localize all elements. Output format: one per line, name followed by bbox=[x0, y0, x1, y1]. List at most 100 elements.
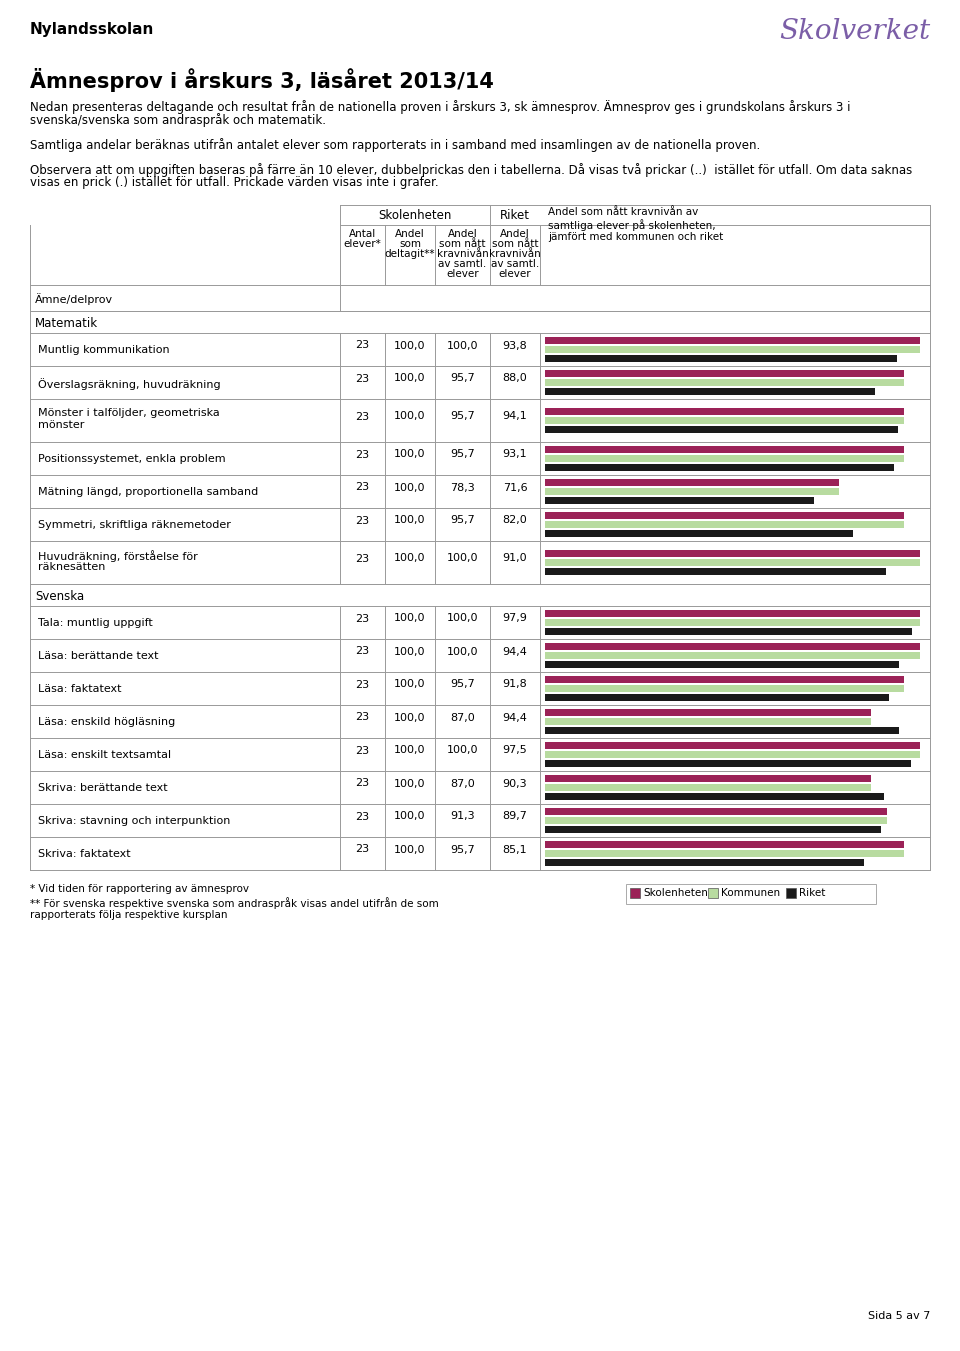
Bar bbox=[545, 628, 912, 635]
Text: 95,7: 95,7 bbox=[450, 373, 475, 384]
Text: 23: 23 bbox=[355, 712, 370, 723]
Bar bbox=[545, 355, 897, 362]
Text: 78,3: 78,3 bbox=[450, 482, 475, 493]
Bar bbox=[545, 761, 911, 767]
Bar bbox=[545, 661, 899, 667]
Text: 23: 23 bbox=[355, 516, 370, 526]
Text: Överslagsräkning, huvudräkning: Överslagsräkning, huvudräkning bbox=[38, 378, 221, 390]
Text: Tala: muntlig uppgift: Tala: muntlig uppgift bbox=[38, 617, 153, 628]
Text: 23: 23 bbox=[355, 647, 370, 657]
Text: Läsa: enskild högläsning: Läsa: enskild högläsning bbox=[38, 717, 176, 727]
Text: 95,7: 95,7 bbox=[450, 680, 475, 689]
Text: 90,3: 90,3 bbox=[503, 778, 527, 789]
Text: som: som bbox=[399, 239, 421, 249]
Bar bbox=[545, 417, 904, 424]
Text: Muntlig kommunikation: Muntlig kommunikation bbox=[38, 345, 170, 355]
Bar bbox=[545, 521, 904, 528]
Bar bbox=[545, 694, 889, 701]
Text: Symmetri, skriftliga räknemetoder: Symmetri, skriftliga räknemetoder bbox=[38, 520, 230, 530]
Text: 95,7: 95,7 bbox=[450, 516, 475, 526]
Text: 91,8: 91,8 bbox=[503, 680, 527, 689]
Text: 97,5: 97,5 bbox=[503, 746, 527, 755]
Text: 100,0: 100,0 bbox=[395, 647, 425, 657]
Text: 23: 23 bbox=[355, 450, 370, 459]
Text: 23: 23 bbox=[355, 844, 370, 854]
Text: Skriva: berättande text: Skriva: berättande text bbox=[38, 784, 168, 793]
Text: 100,0: 100,0 bbox=[446, 746, 478, 755]
Text: 93,1: 93,1 bbox=[503, 450, 527, 459]
Text: Skriva: faktatext: Skriva: faktatext bbox=[38, 848, 131, 859]
Text: 100,0: 100,0 bbox=[395, 340, 425, 350]
Text: Skolenheten: Skolenheten bbox=[378, 209, 452, 222]
Text: 95,7: 95,7 bbox=[450, 844, 475, 854]
Bar bbox=[545, 817, 887, 824]
Text: Riket: Riket bbox=[799, 888, 826, 898]
Bar bbox=[545, 463, 894, 471]
Text: som nått: som nått bbox=[440, 239, 486, 249]
Bar bbox=[626, 884, 876, 904]
Bar bbox=[545, 784, 872, 790]
Text: Samtliga andelar beräknas utifrån antalet elever som rapporterats in i samband m: Samtliga andelar beräknas utifrån antale… bbox=[30, 138, 760, 151]
Text: deltagit**: deltagit** bbox=[385, 249, 435, 259]
Text: 91,0: 91,0 bbox=[503, 554, 527, 563]
Bar bbox=[545, 370, 904, 377]
Bar bbox=[545, 497, 813, 504]
Text: 100,0: 100,0 bbox=[395, 412, 425, 422]
Bar bbox=[545, 388, 875, 394]
Text: 23: 23 bbox=[355, 680, 370, 689]
Text: 23: 23 bbox=[355, 482, 370, 493]
Bar bbox=[545, 685, 904, 692]
Bar bbox=[545, 808, 887, 815]
Bar bbox=[545, 530, 852, 536]
Text: Ämnesprov i årskurs 3, läsåret 2013/14: Ämnesprov i årskurs 3, läsåret 2013/14 bbox=[30, 68, 493, 92]
Text: 100,0: 100,0 bbox=[446, 340, 478, 350]
Text: Läsa: enskilt textsamtal: Läsa: enskilt textsamtal bbox=[38, 750, 171, 761]
Bar bbox=[708, 888, 718, 898]
Text: Huvudräkning, förståelse för: Huvudräkning, förståelse för bbox=[38, 550, 198, 562]
Text: 87,0: 87,0 bbox=[450, 778, 475, 789]
Text: Mätning längd, proportionella samband: Mätning längd, proportionella samband bbox=[38, 486, 258, 497]
Text: kravnivån: kravnivån bbox=[437, 249, 489, 259]
Bar bbox=[545, 825, 881, 834]
Bar bbox=[545, 336, 920, 345]
Text: 100,0: 100,0 bbox=[395, 746, 425, 755]
Text: Läsa: faktatext: Läsa: faktatext bbox=[38, 684, 122, 694]
Text: 100,0: 100,0 bbox=[395, 554, 425, 563]
Bar bbox=[545, 859, 864, 866]
Text: 100,0: 100,0 bbox=[395, 482, 425, 493]
Text: ** För svenska respektive svenska som andraspråk visas andel utifrån de som: ** För svenska respektive svenska som an… bbox=[30, 897, 439, 909]
Text: visas en prick (.) istället för utfall. Prickade värden visas inte i grafer.: visas en prick (.) istället för utfall. … bbox=[30, 176, 439, 189]
Text: 97,9: 97,9 bbox=[503, 613, 527, 624]
Text: räknesätten: räknesätten bbox=[38, 562, 106, 571]
Text: elever*: elever* bbox=[344, 239, 381, 249]
Bar bbox=[545, 643, 920, 650]
Text: 23: 23 bbox=[355, 412, 370, 422]
Text: 87,0: 87,0 bbox=[450, 712, 475, 723]
Text: Läsa: berättande text: Läsa: berättande text bbox=[38, 651, 158, 661]
Bar bbox=[545, 751, 920, 758]
Bar bbox=[545, 480, 839, 486]
Bar bbox=[545, 550, 920, 557]
Bar bbox=[545, 559, 920, 566]
Bar bbox=[545, 611, 920, 617]
Text: 23: 23 bbox=[355, 613, 370, 624]
Text: Andel som nått kravnivån av
samtliga elever på skolenheten,
jämfört med kommunen: Andel som nått kravnivån av samtliga ele… bbox=[548, 207, 723, 242]
Bar bbox=[545, 567, 886, 576]
Text: Matematik: Matematik bbox=[35, 317, 98, 330]
Text: som nått: som nått bbox=[492, 239, 539, 249]
Bar bbox=[545, 455, 904, 462]
Bar bbox=[545, 619, 920, 626]
Text: 82,0: 82,0 bbox=[503, 516, 527, 526]
Text: Sida 5 av 7: Sida 5 av 7 bbox=[868, 1310, 930, 1321]
Bar bbox=[786, 888, 796, 898]
Text: Skriva: stavning och interpunktion: Skriva: stavning och interpunktion bbox=[38, 816, 230, 825]
Text: 85,1: 85,1 bbox=[503, 844, 527, 854]
Text: 23: 23 bbox=[355, 373, 370, 384]
Bar bbox=[545, 676, 904, 684]
Text: Svenska: Svenska bbox=[35, 590, 84, 603]
Text: Observera att om uppgiften baseras på färre än 10 elever, dubbelprickas den i ta: Observera att om uppgiften baseras på fä… bbox=[30, 163, 912, 177]
Bar bbox=[545, 850, 904, 857]
Text: Riket: Riket bbox=[500, 209, 530, 222]
Text: Positionssystemet, enkla problem: Positionssystemet, enkla problem bbox=[38, 454, 226, 463]
Bar bbox=[545, 653, 920, 659]
